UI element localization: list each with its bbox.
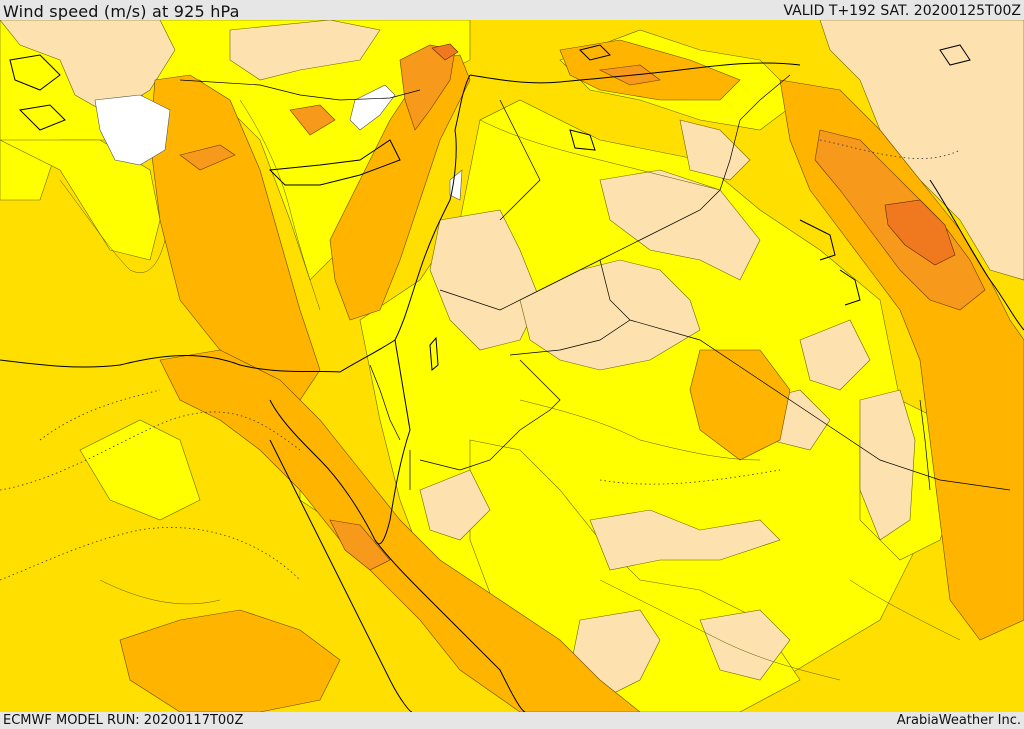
country-borders [179, 74, 1011, 491]
map-header: Wind speed (m/s) at 925 hPa VALID T+192 … [0, 0, 1024, 21]
coastlines [0, 44, 1024, 712]
map-footer: ECMWF MODEL RUN: 20200117T00Z ArabiaWeat… [0, 712, 1024, 729]
map-title: Wind speed (m/s) at 925 hPa [3, 2, 240, 21]
credit-label: ArabiaWeather Inc. [896, 713, 1021, 728]
model-run-label: ECMWF MODEL RUN: 20200117T00Z [3, 713, 244, 728]
wind-band-mask [94, 84, 463, 201]
wind-speed-map[interactable] [0, 20, 1024, 712]
wind-band-0-5 [0, 20, 1024, 701]
contour-lines [59, 99, 961, 681]
map-canvas [0, 20, 1024, 712]
wind-band-25-30 [431, 43, 956, 266]
valid-time: VALID T+192 SAT. 20200125T00Z [783, 3, 1021, 19]
dotted-boundaries [0, 139, 961, 581]
